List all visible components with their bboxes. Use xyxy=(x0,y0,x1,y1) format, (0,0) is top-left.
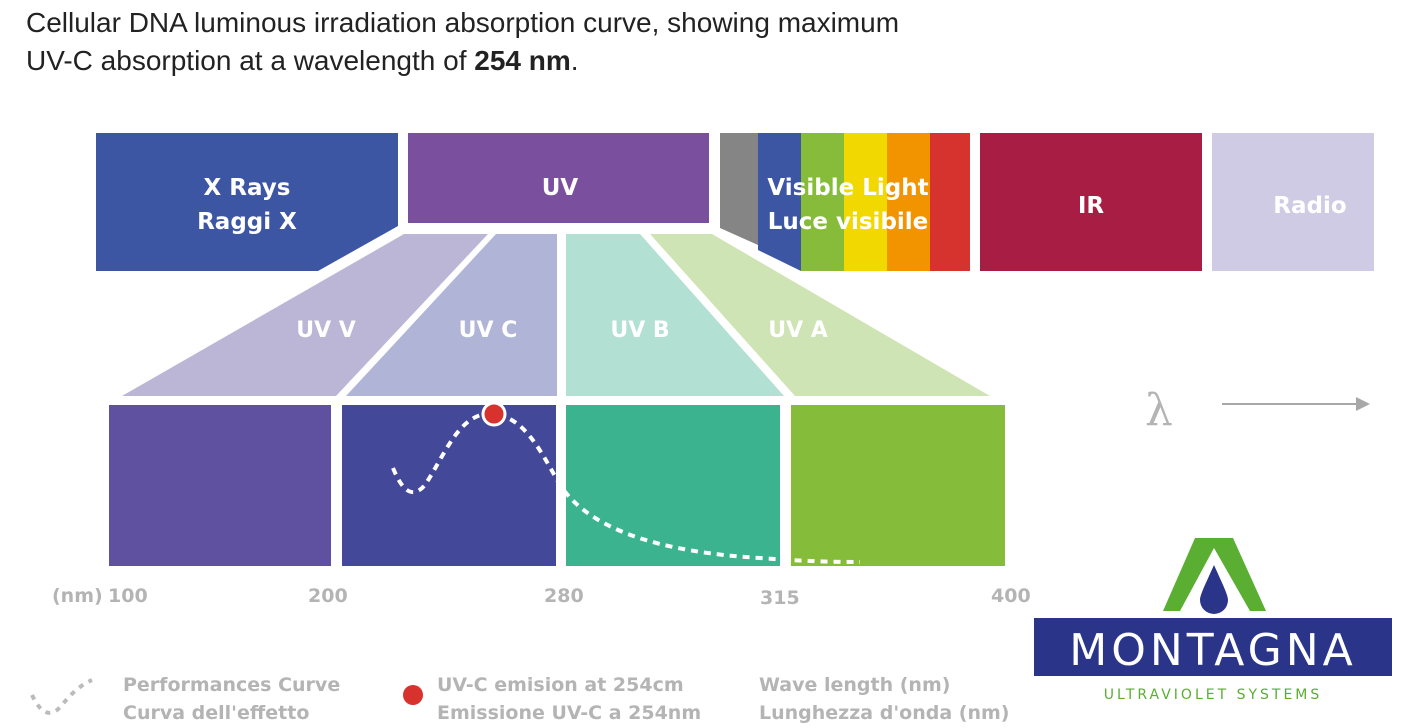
lambda-symbol: λ xyxy=(1145,385,1173,436)
visible-label-it: Luce visibile xyxy=(768,209,929,235)
uvb-label: UV B xyxy=(610,318,669,343)
title-prefix: UV-C absorption at a wavelength of xyxy=(26,45,475,76)
tick-280: 280 xyxy=(544,585,584,607)
axis-unit: (nm) xyxy=(52,585,103,607)
visible-block xyxy=(720,133,970,271)
tick-100: 100 xyxy=(108,585,148,607)
uva-label: UV A xyxy=(768,318,828,343)
uvv-label: UV V xyxy=(296,318,356,343)
title-line-2: UV-C absorption at a wavelength of 254 n… xyxy=(26,42,899,80)
box-315-400 xyxy=(791,405,1005,566)
radio-label: Radio xyxy=(1273,193,1346,219)
uva-band xyxy=(650,234,990,396)
legend-emission-en: UV-C emision at 254cm xyxy=(437,674,684,696)
uvb-band xyxy=(566,234,784,396)
visible-label-en: Visible Light xyxy=(767,175,928,201)
axis-labels: (nm) 100 200 280 315 400 xyxy=(52,585,1031,609)
legend-curve-en: Performances Curve xyxy=(123,674,340,696)
performance-curve xyxy=(391,411,861,564)
legend: Performances Curve Curva dell'effetto UV… xyxy=(30,674,1009,724)
montagna-logo: MONTAGNA ULTRAVIOLET SYSTEMS xyxy=(1034,538,1392,703)
uv-block xyxy=(408,133,709,223)
title: Cellular DNA luminous irradiation absorp… xyxy=(26,4,899,80)
tick-200: 200 xyxy=(308,585,348,607)
box-200-280 xyxy=(342,405,556,566)
xrays-label-en: X Rays xyxy=(204,175,291,201)
ir-label: IR xyxy=(1078,193,1105,219)
legend-wave-it: Lunghezza d'onda (nm) xyxy=(759,702,1009,724)
tick-315: 315 xyxy=(760,587,800,609)
legend-curve-it: Curva dell'effetto xyxy=(123,702,309,724)
title-suffix: . xyxy=(570,45,579,76)
spectrum-row: X Rays Raggi X UV Visible Light Luce vis… xyxy=(96,133,1374,271)
range-boxes xyxy=(109,405,1005,566)
tick-400: 400 xyxy=(991,585,1031,607)
logo-tagline: ULTRAVIOLET SYSTEMS xyxy=(1104,687,1323,703)
box-100-200 xyxy=(109,405,331,566)
title-line-1: Cellular DNA luminous irradiation absorp… xyxy=(26,7,900,38)
title-bold: 254 nm xyxy=(474,45,571,76)
arrow-right-icon xyxy=(1222,397,1370,411)
logo-name: MONTAGNA xyxy=(1069,625,1356,676)
dotted-curve-icon xyxy=(30,678,93,715)
radio-block xyxy=(1212,133,1374,271)
legend-emission-it: Emissione UV-C a 254nm xyxy=(437,702,701,724)
uv-label: UV xyxy=(542,175,579,201)
xrays-block xyxy=(96,133,398,271)
uvc-band xyxy=(346,234,557,396)
box-280-315 xyxy=(566,405,780,566)
uvc-emission-dot xyxy=(481,401,507,427)
red-dot-icon xyxy=(403,685,423,705)
uvc-label: UV C xyxy=(459,318,518,343)
ir-block xyxy=(980,133,1202,271)
xrays-label-it: Raggi X xyxy=(197,209,297,235)
uvv-band xyxy=(122,234,488,396)
legend-wave-en: Wave length (nm) xyxy=(759,674,950,696)
uv-bands: UV V UV C UV B UV A xyxy=(122,234,990,396)
